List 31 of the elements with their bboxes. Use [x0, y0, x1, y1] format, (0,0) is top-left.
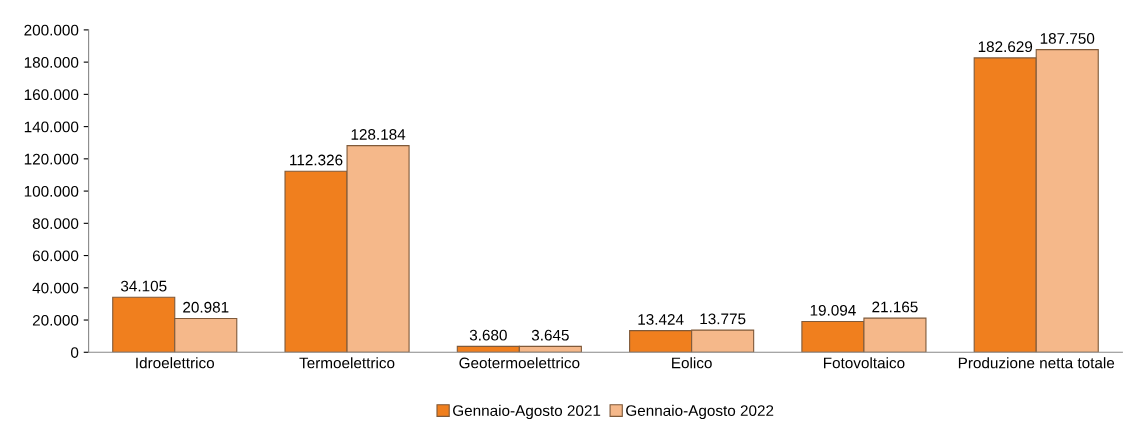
x-tick-label: Geotermoelettrico: [459, 357, 580, 369]
data-label: 3.680: [469, 329, 507, 341]
data-label: 3.645: [531, 329, 569, 341]
data-label: 19.094: [810, 304, 856, 316]
x-tick-label: Produzione netta totale: [958, 357, 1115, 369]
x-tick-label: Termoelettrico: [299, 357, 395, 369]
data-label: 182.629: [978, 41, 1033, 53]
data-label: 21.165: [872, 301, 918, 313]
y-tick-label: 120.000: [24, 153, 79, 165]
y-tick-label: 20.000: [32, 314, 79, 326]
legend-label: Gennaio-Agosto 2021: [453, 404, 601, 420]
data-label: 187.750: [1040, 33, 1095, 44]
y-tick-label: 60.000: [32, 250, 79, 262]
x-tick-label: Fotovoltaico: [824, 357, 905, 369]
legend-label: Gennaio-Agosto 2022: [626, 404, 774, 420]
y-tick-label: 160.000: [24, 89, 79, 101]
y-tick-label: 100.000: [24, 185, 79, 197]
y-tick-label: 180.000: [24, 57, 79, 68]
x-tick-label: Eolico: [672, 357, 712, 369]
data-label: 34.105: [120, 280, 167, 292]
data-label: 112.326: [290, 154, 343, 166]
data-label: 20.981: [183, 301, 229, 313]
x-tick-label: Idroelettrico: [136, 357, 215, 369]
data-label: 13.424: [638, 314, 684, 325]
y-tick-label: 40.000: [32, 282, 79, 294]
y-tick-label: 80.000: [32, 218, 79, 230]
data-label: 13.775: [700, 313, 746, 325]
y-tick-label: 140.000: [24, 121, 79, 133]
y-tick-label: 0: [70, 347, 79, 358]
data-label: 128.184: [351, 129, 406, 140]
y-tick-label: 200.000: [24, 24, 79, 36]
